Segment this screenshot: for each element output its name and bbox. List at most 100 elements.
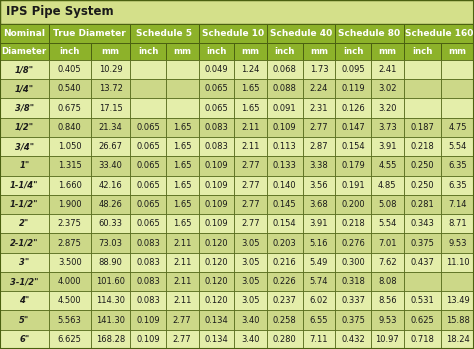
Text: 8.56: 8.56: [378, 296, 397, 305]
Bar: [0, 23, 49, 43]
Bar: [302, 98, 336, 118]
Text: Schedule 160: Schedule 160: [405, 29, 473, 38]
Text: 11.10: 11.10: [446, 258, 469, 267]
Bar: [49, 214, 91, 233]
Bar: [130, 60, 166, 79]
Bar: [49, 118, 91, 137]
Text: 1/8": 1/8": [15, 65, 34, 74]
Bar: [166, 137, 199, 156]
Bar: [234, 330, 267, 349]
Text: 9.53: 9.53: [378, 315, 397, 325]
Bar: [0, 137, 49, 156]
Bar: [91, 330, 130, 349]
Text: 2.11: 2.11: [241, 123, 260, 132]
Text: 0.126: 0.126: [341, 104, 365, 113]
Bar: [302, 233, 336, 253]
Text: 18.24: 18.24: [446, 335, 469, 344]
Bar: [0, 60, 49, 79]
Text: 3.500: 3.500: [58, 258, 82, 267]
Text: mm: mm: [310, 47, 328, 56]
Text: 42.16: 42.16: [99, 181, 122, 190]
Text: 5": 5": [19, 315, 29, 325]
Text: 0.083: 0.083: [204, 123, 228, 132]
Bar: [130, 156, 166, 176]
Bar: [0, 79, 49, 98]
Bar: [371, 79, 404, 98]
Bar: [336, 272, 371, 291]
Text: 0.375: 0.375: [410, 238, 434, 247]
Text: 6.35: 6.35: [448, 162, 467, 170]
Text: 0.179: 0.179: [341, 162, 365, 170]
Bar: [234, 43, 267, 60]
Text: 2.11: 2.11: [173, 258, 191, 267]
Text: 73.03: 73.03: [99, 238, 123, 247]
Bar: [302, 176, 336, 195]
Text: 0.300: 0.300: [341, 258, 365, 267]
Bar: [130, 253, 166, 272]
Bar: [371, 311, 404, 330]
Bar: [130, 98, 166, 118]
Bar: [130, 272, 166, 291]
Text: 0.120: 0.120: [205, 277, 228, 286]
Bar: [0, 118, 49, 137]
Text: 3.05: 3.05: [241, 258, 260, 267]
Text: 1/4": 1/4": [15, 84, 34, 93]
Bar: [441, 79, 474, 98]
Bar: [199, 137, 234, 156]
Bar: [336, 214, 371, 233]
Bar: [404, 233, 441, 253]
Text: 0.432: 0.432: [341, 335, 365, 344]
Text: 0.091: 0.091: [273, 104, 297, 113]
Bar: [0, 98, 49, 118]
Text: 6": 6": [19, 335, 29, 344]
Text: 0.276: 0.276: [341, 238, 365, 247]
Bar: [302, 253, 336, 272]
Bar: [267, 79, 302, 98]
Text: 0.718: 0.718: [410, 335, 434, 344]
Bar: [371, 214, 404, 233]
Bar: [404, 311, 441, 330]
Text: 3.20: 3.20: [378, 104, 397, 113]
Text: 6.55: 6.55: [310, 315, 328, 325]
Text: 3.68: 3.68: [310, 200, 328, 209]
Text: inch: inch: [60, 47, 80, 56]
Bar: [49, 311, 91, 330]
Text: 6.625: 6.625: [58, 335, 82, 344]
Text: 17.15: 17.15: [99, 104, 122, 113]
Bar: [336, 23, 404, 43]
Text: 0.068: 0.068: [273, 65, 297, 74]
Bar: [49, 156, 91, 176]
Bar: [130, 233, 166, 253]
Bar: [130, 176, 166, 195]
Bar: [404, 214, 441, 233]
Text: 2.87: 2.87: [310, 142, 328, 151]
Text: 114.30: 114.30: [96, 296, 125, 305]
Bar: [166, 79, 199, 98]
Text: 2-1/2": 2-1/2": [10, 238, 38, 247]
Text: 2.11: 2.11: [173, 238, 191, 247]
Bar: [199, 272, 234, 291]
Bar: [0, 291, 49, 311]
Bar: [0, 311, 49, 330]
Text: 0.120: 0.120: [205, 238, 228, 247]
Text: 2.31: 2.31: [310, 104, 328, 113]
Bar: [234, 253, 267, 272]
Text: 2": 2": [19, 219, 29, 228]
Text: 0.216: 0.216: [273, 258, 297, 267]
Bar: [166, 233, 199, 253]
Bar: [0, 214, 49, 233]
Bar: [166, 60, 199, 79]
Bar: [234, 156, 267, 176]
Bar: [130, 291, 166, 311]
Bar: [234, 272, 267, 291]
Text: 9.53: 9.53: [448, 238, 467, 247]
Text: 0.840: 0.840: [58, 123, 82, 132]
Text: 1.660: 1.660: [58, 181, 82, 190]
Bar: [336, 156, 371, 176]
Bar: [441, 291, 474, 311]
Bar: [166, 176, 199, 195]
Bar: [302, 195, 336, 214]
Text: Schedule 5: Schedule 5: [137, 29, 192, 38]
Bar: [49, 79, 91, 98]
Text: 0.218: 0.218: [410, 142, 434, 151]
